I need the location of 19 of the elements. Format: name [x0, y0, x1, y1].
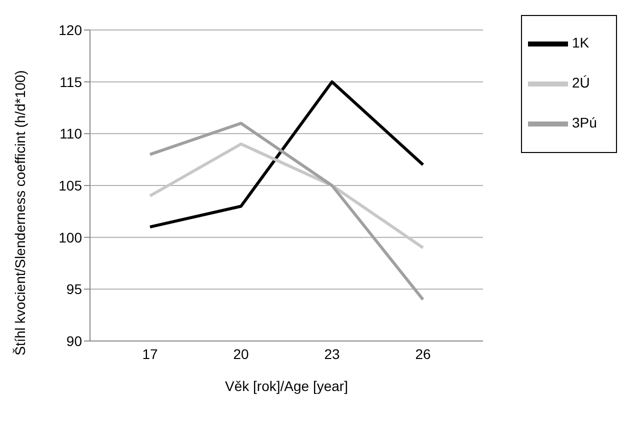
- line-series: [148, 142, 424, 250]
- legend-label: 1K: [572, 34, 590, 51]
- x-axis-title: Věk [rok]/Age [year]: [225, 378, 348, 394]
- legend-label: 3Pú: [572, 114, 597, 131]
- y-tick-label: 110: [60, 126, 82, 142]
- x-tick-label: 26: [415, 346, 431, 362]
- y-tick-label: 100: [58, 229, 82, 246]
- line-series: [148, 80, 424, 228]
- y-tick-label: 105: [58, 177, 82, 194]
- y-axis-title: Štíhl kvocient/Slenderness coefficint (h/d*100): [12, 70, 28, 356]
- x-tick-label: 23: [324, 346, 340, 362]
- x-tick-label: 17: [142, 346, 158, 362]
- y-tick-label: 95: [66, 281, 82, 298]
- y-tick-label: 90: [66, 332, 82, 349]
- y-tick-label: 120: [58, 22, 82, 38]
- line-series: [148, 122, 424, 302]
- y-tick-label: 115: [60, 74, 82, 90]
- x-tick-label: 20: [233, 346, 249, 362]
- legend-label: 2Ú: [572, 74, 590, 91]
